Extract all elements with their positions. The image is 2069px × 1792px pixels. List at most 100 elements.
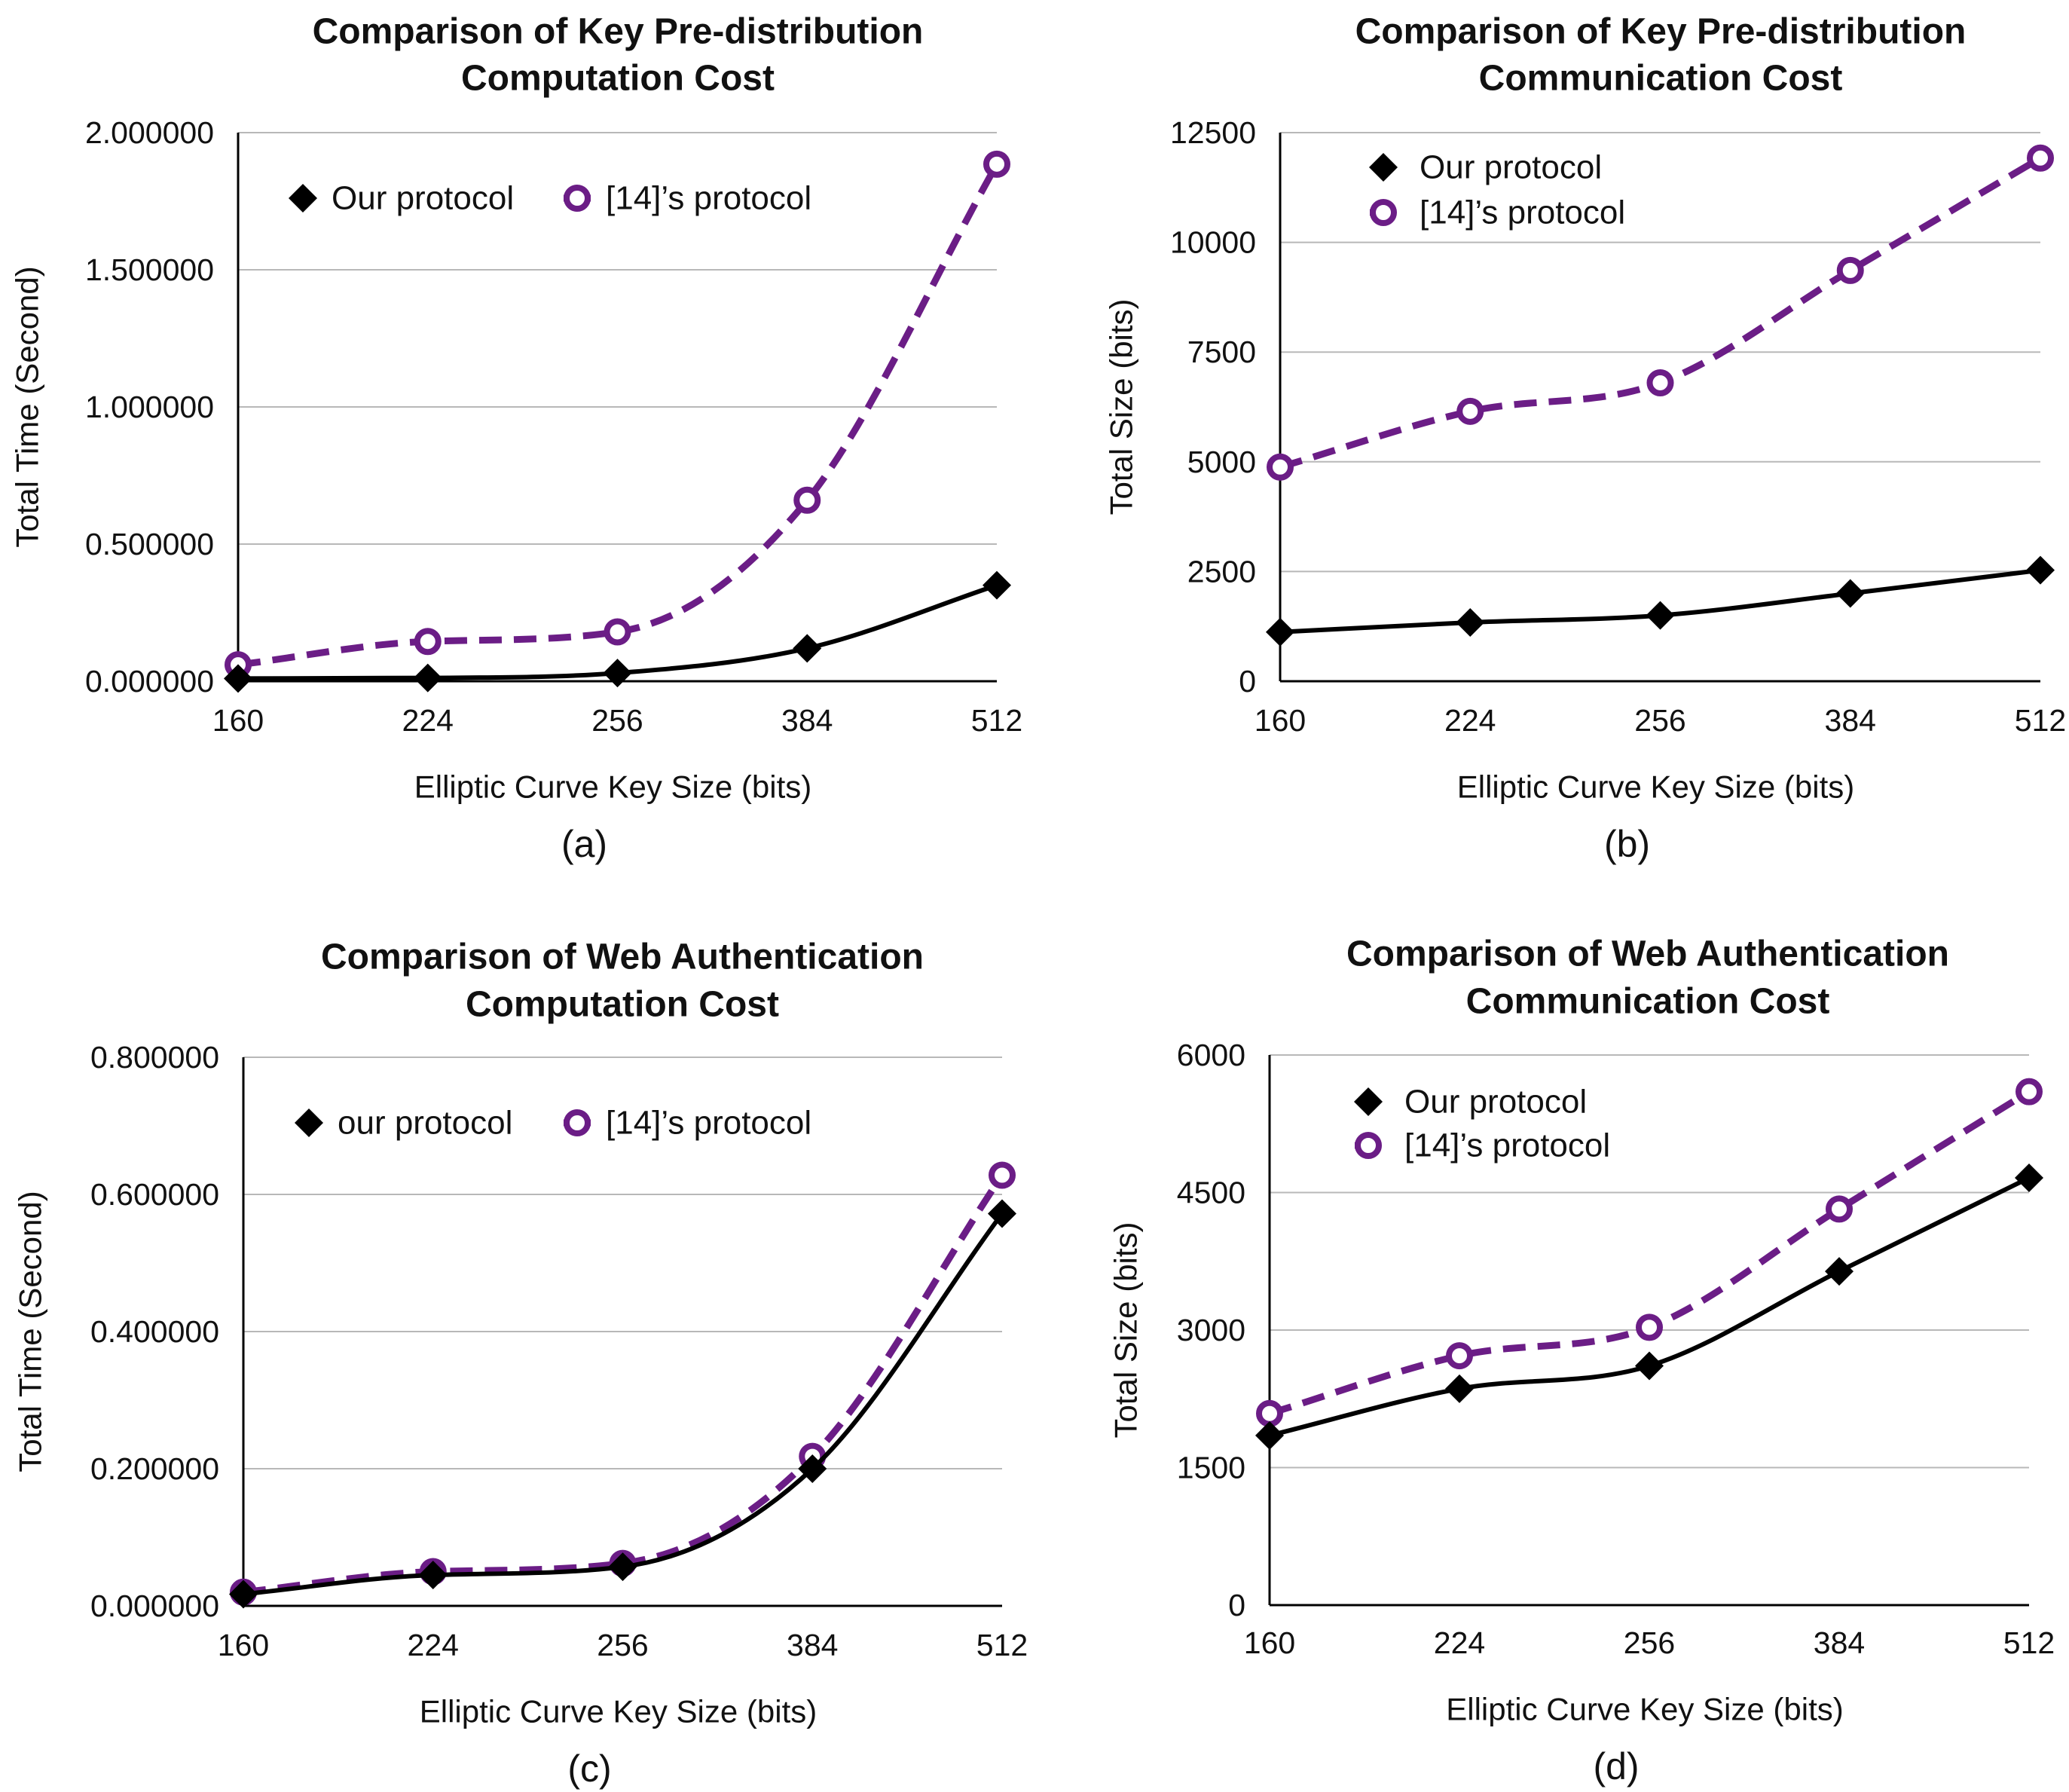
circle-marker bbox=[1836, 256, 1864, 284]
circle-marker bbox=[1446, 1342, 1473, 1370]
series-our-protocol bbox=[229, 1199, 1016, 1609]
chart-title: Communication Cost bbox=[1466, 982, 1830, 1022]
x-tick-label: 256 bbox=[591, 703, 643, 738]
y-tick-label: 2.000000 bbox=[85, 115, 214, 150]
y-tick-label: 4500 bbox=[1177, 1176, 1245, 1210]
legend-label: [14]’s protocol bbox=[1404, 1127, 1610, 1164]
y-tick-label: 2500 bbox=[1187, 554, 1256, 589]
circle-marker bbox=[2016, 1078, 2043, 1105]
chart-title: Communication Cost bbox=[1479, 59, 1843, 99]
diamond-marker bbox=[1369, 153, 1398, 182]
legend: Our protocol [14]’s protocol bbox=[1369, 149, 1625, 231]
diamond-marker bbox=[798, 1454, 827, 1483]
x-tick-label: 512 bbox=[971, 703, 1022, 738]
chart-title: Comparison of Key Pre-distribution bbox=[313, 12, 924, 52]
legend-label: [14]’s protocol bbox=[606, 1105, 811, 1142]
x-axis-label: Elliptic Curve Key Size (bits) bbox=[1457, 769, 1854, 805]
diamond-marker bbox=[229, 1579, 258, 1609]
diamond-marker bbox=[793, 634, 822, 663]
diamond-marker bbox=[295, 1109, 323, 1137]
series-ref14-protocol bbox=[230, 1161, 1016, 1606]
series-our-protocol bbox=[1255, 1164, 2043, 1450]
y-tick-label: 0 bbox=[1228, 1588, 1245, 1622]
legend-label: Our protocol bbox=[1420, 149, 1602, 186]
legend: Our protocol [14]’s protocol bbox=[1354, 1084, 1610, 1164]
circle-marker bbox=[1636, 1313, 1663, 1341]
x-tick-label: 512 bbox=[976, 1628, 1028, 1662]
diamond-marker bbox=[988, 1199, 1016, 1228]
circle-marker bbox=[564, 185, 591, 212]
chart-title: Comparison of Web Authentication bbox=[321, 937, 924, 977]
circle-marker bbox=[1826, 1195, 1853, 1223]
diamond-marker bbox=[2026, 555, 2055, 585]
series-ref14-protocol bbox=[225, 150, 1010, 679]
circle-marker bbox=[1646, 368, 1674, 396]
x-axis-label: Elliptic Curve Key Size (bits) bbox=[1446, 1692, 1843, 1727]
x-tick-label: 512 bbox=[2003, 1625, 2055, 1660]
x-tick-label: 224 bbox=[408, 1628, 459, 1662]
series-line bbox=[243, 1212, 1004, 1597]
x-tick-label: 160 bbox=[1255, 703, 1306, 738]
x-tick-label: 224 bbox=[1434, 1625, 1485, 1660]
circle-marker bbox=[604, 618, 631, 646]
chart-title: Computation Cost bbox=[461, 59, 775, 99]
diamond-marker bbox=[608, 1552, 637, 1582]
diamond-marker bbox=[1825, 1257, 1854, 1286]
chart-title: Computation Cost bbox=[466, 985, 779, 1025]
y-axis-label: Total Time (Second) bbox=[13, 1191, 48, 1472]
series-our-protocol bbox=[1266, 555, 2055, 647]
circle-marker bbox=[1456, 397, 1484, 425]
legend-label: Our protocol bbox=[332, 180, 514, 217]
y-axis-label: Total Size (bits) bbox=[1104, 298, 1139, 515]
y-tick-label: 7500 bbox=[1187, 335, 1256, 369]
panel-caption: (c) bbox=[567, 1748, 611, 1790]
legend-label: [14]’s protocol bbox=[606, 180, 811, 217]
y-axis-label: Total Size (bits) bbox=[1108, 1222, 1144, 1438]
diamond-marker bbox=[1646, 601, 1675, 630]
x-tick-label: 256 bbox=[1634, 703, 1685, 738]
chart-c: Comparison of Web Authentication Computat… bbox=[13, 937, 1028, 1790]
x-axis-label: Elliptic Curve Key Size (bits) bbox=[420, 1694, 817, 1729]
diamond-marker bbox=[2015, 1164, 2043, 1193]
circle-marker bbox=[564, 1109, 591, 1136]
x-tick-label: 512 bbox=[2015, 703, 2066, 738]
y-tick-label: 6000 bbox=[1177, 1038, 1245, 1072]
x-tick-label: 256 bbox=[597, 1628, 648, 1662]
chart-title: Comparison of Key Pre-distribution bbox=[1355, 12, 1967, 52]
legend-label: [14]’s protocol bbox=[1420, 194, 1625, 231]
diamond-marker bbox=[1354, 1087, 1383, 1116]
circle-marker bbox=[1267, 453, 1294, 481]
y-tick-label: 3000 bbox=[1177, 1313, 1245, 1347]
diamond-marker bbox=[1445, 1374, 1474, 1403]
x-tick-label: 224 bbox=[1444, 703, 1496, 738]
legend-label: Our protocol bbox=[1404, 1084, 1587, 1121]
chart-a: Comparison of Key Pre-distribution Comput… bbox=[10, 12, 1023, 865]
legend: Our protocol [14]’s protocol bbox=[289, 180, 811, 217]
x-axis-label: Elliptic Curve Key Size (bits) bbox=[414, 769, 811, 805]
y-tick-label: 1.500000 bbox=[85, 252, 214, 287]
y-tick-label: 0.000000 bbox=[90, 1589, 219, 1623]
x-tick-label: 384 bbox=[781, 703, 833, 738]
panel-caption: (b) bbox=[1604, 823, 1650, 865]
chart-b: Comparison of Key Pre-distribution Commun… bbox=[1104, 12, 2067, 865]
x-tick-label: 224 bbox=[402, 703, 454, 738]
y-tick-label: 0.500000 bbox=[85, 527, 214, 561]
diamond-marker bbox=[1456, 607, 1485, 637]
x-tick-label: 160 bbox=[212, 703, 264, 738]
circle-marker bbox=[414, 628, 442, 656]
x-tick-label: 384 bbox=[1825, 703, 1876, 738]
chart-title: Comparison of Web Authentication bbox=[1346, 934, 1949, 974]
y-tick-label: 12500 bbox=[1170, 115, 1256, 150]
y-tick-label: 0.000000 bbox=[85, 664, 214, 699]
diamond-marker bbox=[224, 664, 252, 693]
panel-caption: (d) bbox=[1593, 1745, 1639, 1787]
y-tick-label: 0.800000 bbox=[90, 1040, 219, 1075]
circle-marker bbox=[2027, 144, 2054, 172]
diamond-marker bbox=[1266, 617, 1294, 647]
legend-label: our protocol bbox=[338, 1105, 512, 1142]
series-line bbox=[1269, 1176, 2031, 1438]
y-tick-label: 0.400000 bbox=[90, 1314, 219, 1349]
y-tick-label: 0.600000 bbox=[90, 1177, 219, 1212]
x-tick-label: 160 bbox=[218, 1628, 269, 1662]
